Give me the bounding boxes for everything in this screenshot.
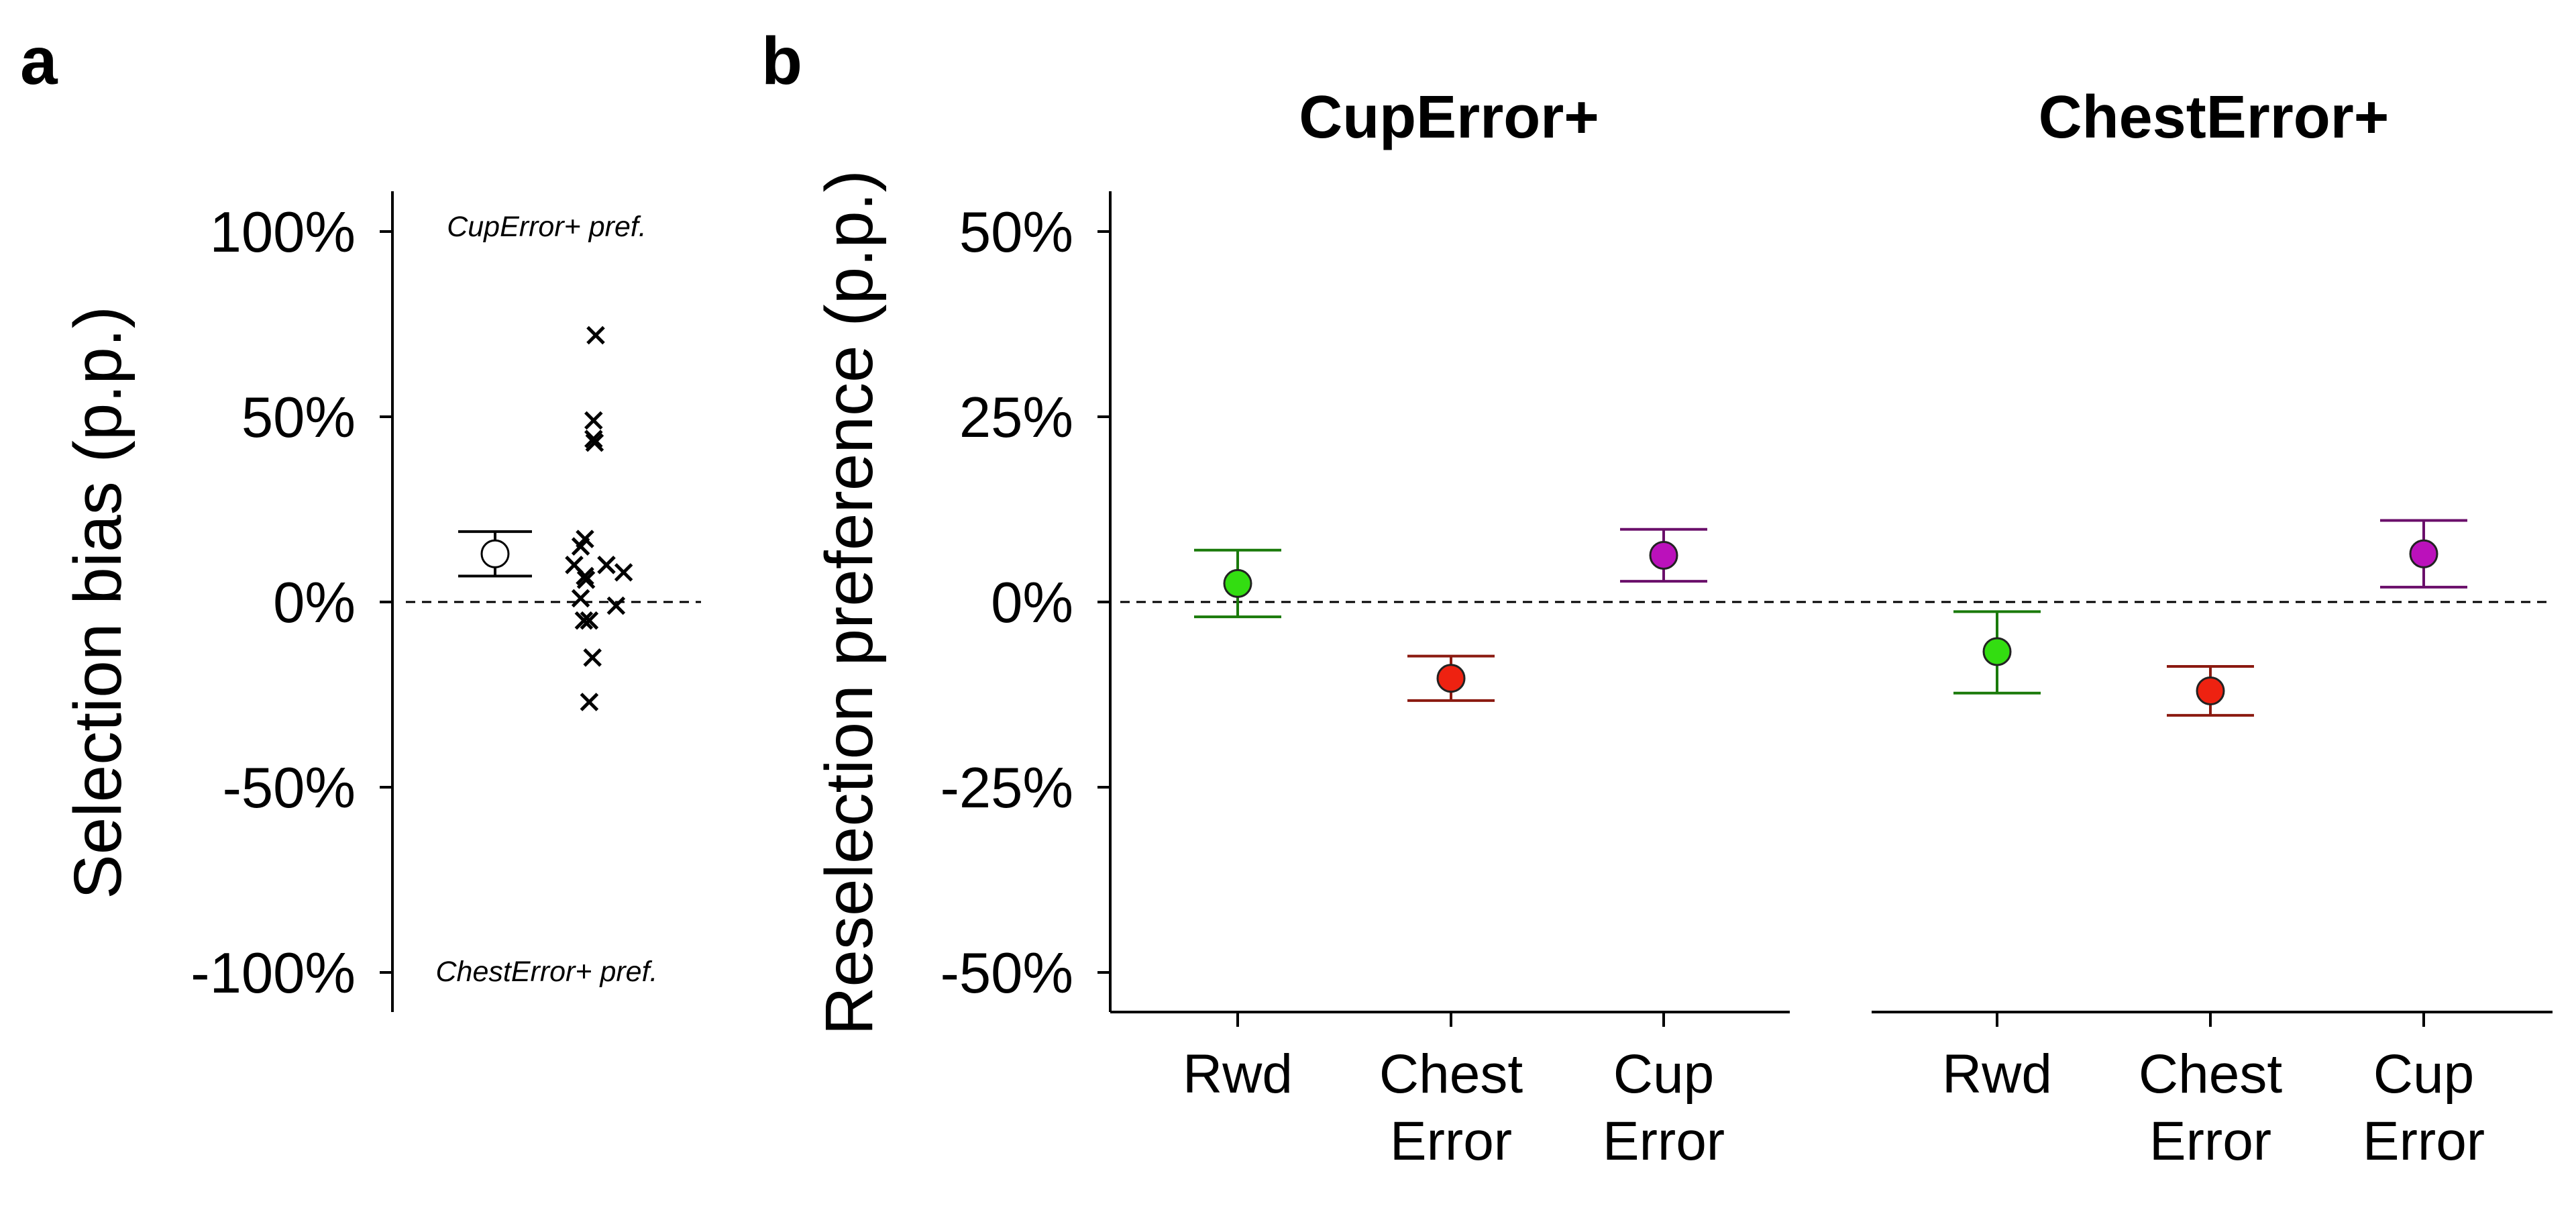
panel-b-y-tick-label: -50%: [941, 942, 1073, 1005]
data-point-stroke: [571, 589, 590, 608]
panel-b-y-tick-label: 25%: [959, 386, 1073, 450]
data-point-stroke: [571, 537, 590, 556]
data-point-stroke: [565, 556, 584, 574]
mean-marker: [1649, 540, 1678, 570]
data-point: [576, 566, 594, 586]
x-tick-label: Chest: [1379, 1044, 1523, 1105]
data-point-stroke: [576, 570, 596, 589]
panel-b-y-axis: 50% 25% 0% -25% -50%: [941, 191, 1112, 1012]
data-point-stroke: [580, 693, 599, 711]
panel-b-y-tick-label: -25%: [941, 756, 1073, 820]
x-tick-label: Rwd: [1942, 1044, 2052, 1105]
x-tick-label: Error: [2363, 1111, 2485, 1172]
data-point: [571, 589, 590, 608]
panel-a-y-axis-label: Selection bias (p.p.): [60, 306, 136, 899]
data-point: [583, 648, 602, 667]
data-point: [580, 693, 599, 711]
summary-mean-marker: [480, 539, 510, 568]
x-tick-label: Rwd: [1183, 1044, 1293, 1105]
data-point: [606, 596, 626, 615]
data-point-stroke: [583, 648, 602, 667]
data-point: [584, 430, 603, 448]
panel-a-top-annotation: CupError+ pref.: [447, 211, 647, 243]
panel-a-letter: a: [20, 23, 58, 99]
data-point-stroke: [586, 325, 605, 345]
data-point-stroke: [585, 433, 604, 452]
subplot-cuperror-plot: [1194, 527, 1707, 702]
data-point: [597, 556, 616, 574]
data-point: [571, 537, 590, 556]
data-point: [614, 563, 633, 582]
panel-a-y-tick-label: 100%: [210, 201, 356, 264]
panel-b-y-axis-label: Reselection preference (p.p.): [812, 170, 887, 1036]
data-point: [585, 433, 604, 452]
panel-a-bottom-annotation: ChestError+ pref.: [436, 956, 658, 988]
panel-a-y-tick-label: 0%: [273, 571, 356, 635]
subplot-chesterror-title: ChestError+: [2039, 84, 2390, 151]
x-tick-label: Chest: [2139, 1044, 2282, 1105]
x-tick-label: Error: [2149, 1111, 2271, 1172]
data-point-stroke: [576, 566, 594, 586]
panel-a-y-tick-label: -50%: [223, 756, 356, 820]
panel-b-letter: b: [761, 23, 802, 99]
data-point-stroke: [606, 596, 626, 615]
mean-marker: [1223, 568, 1252, 598]
data-point-stroke: [597, 556, 616, 574]
mean-marker: [1436, 664, 1466, 693]
mean-marker: [1982, 637, 2012, 666]
panel-b-y-tick-label: 50%: [959, 201, 1073, 264]
data-point: [584, 411, 603, 430]
x-tick-label: Cup: [1613, 1044, 1714, 1105]
x-tick-label: Cup: [2373, 1044, 2474, 1105]
data-point: [580, 611, 599, 630]
data-point: [576, 570, 596, 589]
data-point-stroke: [584, 411, 603, 430]
panel-b: b Reselection preference (p.p.) 50% 25% …: [761, 23, 2553, 1172]
mean-marker: [2409, 539, 2438, 568]
subplot-chesterror-plot: [1953, 519, 2467, 717]
panel-a: a Selection bias (p.p.) 100% 50% 0% -50%…: [20, 23, 701, 1012]
data-point-stroke: [614, 563, 633, 582]
subplot-cuperror-title: CupError+: [1299, 84, 1599, 151]
data-point-stroke: [574, 611, 594, 630]
x-tick-label: Error: [1390, 1111, 1512, 1172]
panel-a-y-tick-label: 50%: [241, 386, 356, 450]
data-point: [586, 325, 605, 345]
panel-a-y-axis: 100% 50% 0% -50% -100%: [191, 191, 394, 1012]
data-point: [574, 611, 594, 630]
panel-a-plot: [458, 325, 633, 711]
data-point-stroke: [580, 611, 599, 630]
mean-marker: [2196, 676, 2225, 705]
panel-a-y-tick-label: -100%: [191, 942, 356, 1005]
x-tick-label: Error: [1603, 1111, 1725, 1172]
data-point-stroke: [584, 430, 603, 448]
panel-b-y-tick-label: 0%: [991, 571, 1073, 635]
